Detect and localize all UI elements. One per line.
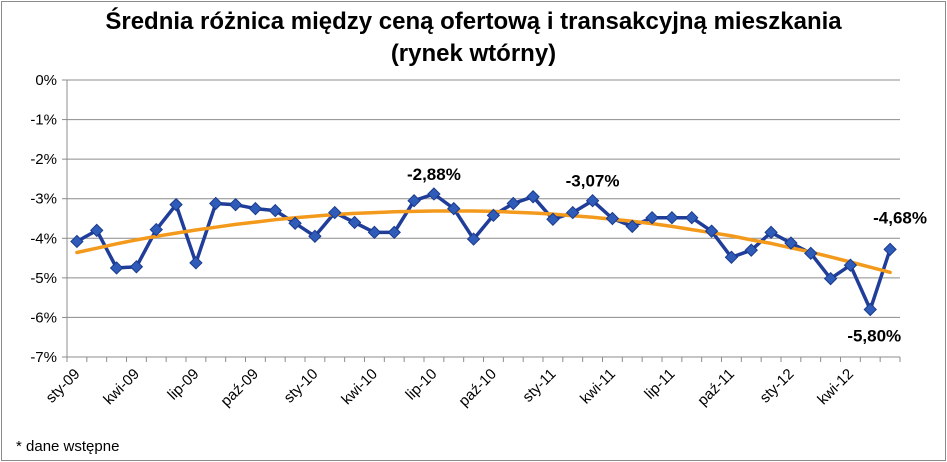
data-point [605,211,620,226]
data-point [843,258,858,272]
data-point [486,208,501,223]
data-point [129,260,144,274]
data-label: -4,68% [873,208,927,227]
data-point [645,211,659,225]
data-point [466,232,481,246]
data-point [665,211,679,225]
chart-title-line-2: (rynek wtórny) [390,40,557,67]
data-point [863,302,877,317]
data-point [585,193,600,208]
data-point [367,225,382,240]
data-label: -2,88% [407,165,461,184]
data-point [308,229,322,244]
y-tick-label: -6% [30,309,57,326]
data-point [724,250,739,264]
data-point [169,197,183,212]
chart-title-line-1: Średnia różnica między ceną ofertową i t… [105,8,842,35]
data-label: -3,07% [566,172,620,191]
data-point [704,224,719,238]
x-tick-label: paź-09 [217,366,261,410]
x-tick-label: sty-11 [519,366,559,406]
data-point [883,242,897,257]
y-tick-label: -3% [30,191,57,208]
data-point [90,223,104,238]
y-tick-label: -7% [30,349,57,366]
data-point [823,271,838,286]
x-tick-label: kwi-10 [338,366,381,409]
data-point [764,225,778,240]
data-point [328,205,342,220]
x-tick-label: lip-10 [402,366,440,404]
data-point [685,211,699,225]
data-point [784,236,798,250]
data-point [744,243,758,257]
data-point [546,212,560,226]
x-tick-label: sty-09 [43,366,84,407]
data-label: -5,80% [847,327,901,346]
data-point [109,261,124,275]
y-tick-label: -4% [30,230,57,247]
x-tick-label: sty-10 [281,366,322,407]
data-point [209,196,223,211]
data-point [566,205,580,220]
data-point [228,197,243,212]
data-point [189,256,203,270]
x-tick-label: kwi-09 [100,366,143,409]
x-tick-label: lip-09 [164,366,202,404]
chart-title: Średnia różnica między ceną ofertową i t… [0,6,947,70]
data-point [407,193,421,208]
data-point [248,201,263,216]
data-point [288,216,302,230]
data-point [625,219,639,234]
y-tick-label: -2% [30,151,57,168]
data-point [526,190,540,204]
x-tick-label: kwi-11 [577,366,619,408]
data-point [70,234,84,249]
data-point [347,215,362,230]
y-tick-label: -5% [30,270,57,287]
data-point [268,203,282,218]
trend-line [75,209,892,275]
x-tick-label: sty-12 [757,366,798,407]
data-point [149,222,163,237]
y-tick-label: -1% [30,112,57,129]
footnote: * dane wstępne [16,438,120,455]
x-tick-label: paź-10 [455,366,499,410]
data-point [447,201,461,216]
data-point [427,187,441,201]
data-point [387,225,401,240]
x-tick-label: paź-11 [694,366,738,410]
x-tick-label: kwi-12 [814,366,857,409]
data-point [506,196,520,211]
x-tick-label: lip-11 [641,366,678,403]
y-tick-label: 0% [35,72,57,89]
data-point [804,246,818,261]
